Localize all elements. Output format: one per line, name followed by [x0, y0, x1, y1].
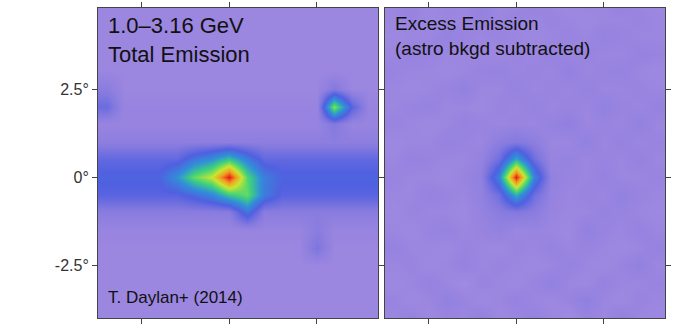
svg-text:Excess Emission(astro bkgd sub: Excess Emission(astro bkgd subtracted)	[395, 13, 590, 59]
svg-text:0°: 0°	[74, 169, 89, 186]
svg-text:2.5°: 2.5°	[60, 81, 89, 98]
svg-text:-2.5°: -2.5°	[55, 257, 89, 274]
svg-text:T. Daylan+ (2014): T. Daylan+ (2014)	[108, 288, 243, 307]
svg-text:1.0–3.16 GeVTotal Emission: 1.0–3.16 GeVTotal Emission	[108, 13, 250, 67]
